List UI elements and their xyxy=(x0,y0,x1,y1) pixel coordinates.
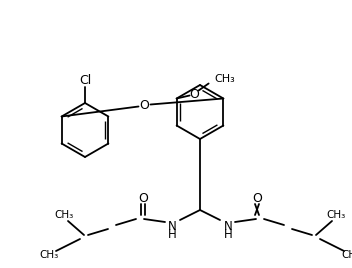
Text: CH₃: CH₃ xyxy=(54,210,74,220)
Text: O: O xyxy=(139,99,150,112)
Text: N: N xyxy=(224,219,232,233)
Text: CH₃: CH₃ xyxy=(39,250,59,260)
Text: O: O xyxy=(138,192,148,206)
Text: N: N xyxy=(168,219,176,233)
Text: H: H xyxy=(168,229,176,241)
Text: O: O xyxy=(190,88,200,101)
Text: H: H xyxy=(224,229,232,241)
Text: CH₃: CH₃ xyxy=(341,250,352,260)
Text: CH₃: CH₃ xyxy=(215,75,235,84)
Text: Cl: Cl xyxy=(79,75,91,87)
Text: O: O xyxy=(252,192,262,206)
Text: CH₃: CH₃ xyxy=(326,210,346,220)
